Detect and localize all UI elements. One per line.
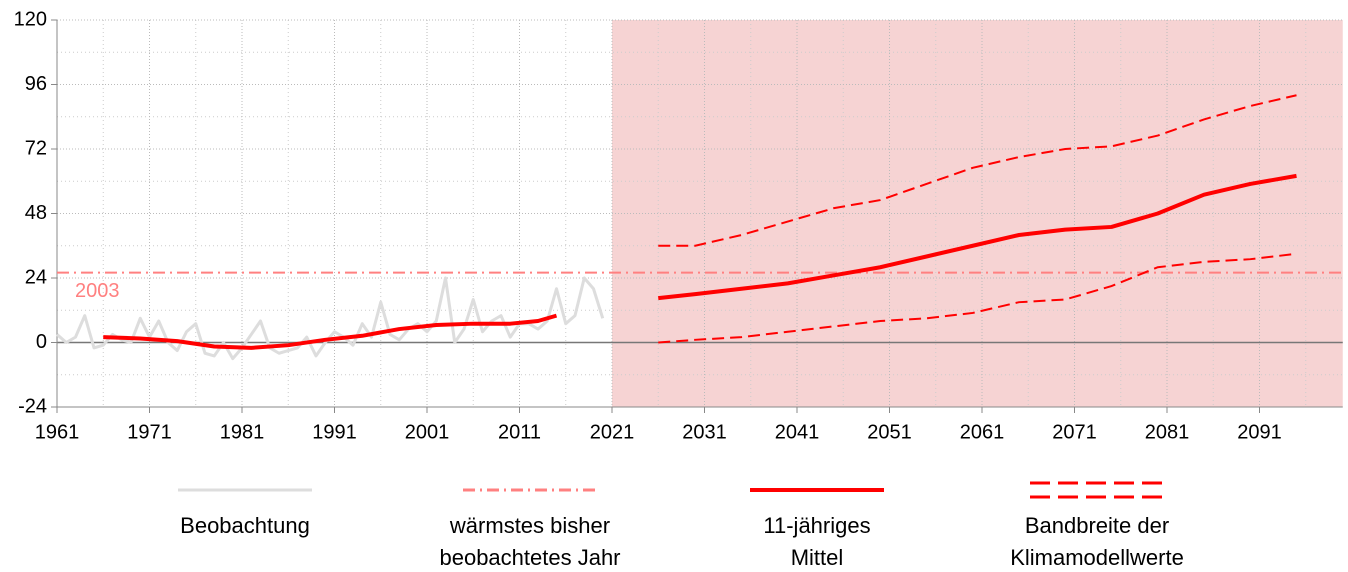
x-tick-label: 2031 bbox=[682, 421, 727, 443]
y-tick-label: -24 bbox=[18, 395, 47, 417]
band-lower bbox=[658, 252, 1297, 344]
y-tick-label: 0 bbox=[36, 331, 47, 353]
legend-label: 11-jähriges Mittel bbox=[763, 513, 871, 570]
x-tick-label: 2071 bbox=[1052, 421, 1097, 443]
y-tick-label: 120 bbox=[14, 8, 47, 30]
mean-line bbox=[103, 173, 1297, 350]
x-tick-label: 2081 bbox=[1145, 421, 1190, 443]
legend-label: wärmstes bisher beobachtetes Jahr bbox=[439, 513, 621, 570]
x-tick-label: 1961 bbox=[35, 421, 80, 443]
band-upper bbox=[658, 94, 1297, 247]
x-tick-label: 2001 bbox=[405, 421, 450, 443]
y-tick-label: 24 bbox=[25, 266, 47, 288]
y-tick-label: 48 bbox=[25, 202, 47, 224]
x-tick-label: 1991 bbox=[312, 421, 357, 443]
record-label: 2003 bbox=[75, 280, 120, 302]
legend-label: Beobachtung bbox=[180, 513, 310, 538]
x-tick-label: 1971 bbox=[127, 421, 172, 443]
y-tick-label: 72 bbox=[25, 137, 47, 159]
y-tick-label: 96 bbox=[25, 73, 47, 95]
observation-line bbox=[56, 276, 605, 361]
x-tick-label: 2041 bbox=[775, 421, 820, 443]
x-tick-label: 2011 bbox=[498, 421, 541, 443]
x-tick-label: 2061 bbox=[960, 421, 1005, 443]
x-tick-label: 2051 bbox=[867, 421, 912, 443]
x-tick-label: 2021 bbox=[590, 421, 635, 443]
legend-label: Bandbreite der Klimamodellwerte bbox=[1010, 513, 1184, 570]
x-tick-label: 2091 bbox=[1237, 421, 1282, 443]
x-tick-label: 1981 bbox=[220, 421, 265, 443]
